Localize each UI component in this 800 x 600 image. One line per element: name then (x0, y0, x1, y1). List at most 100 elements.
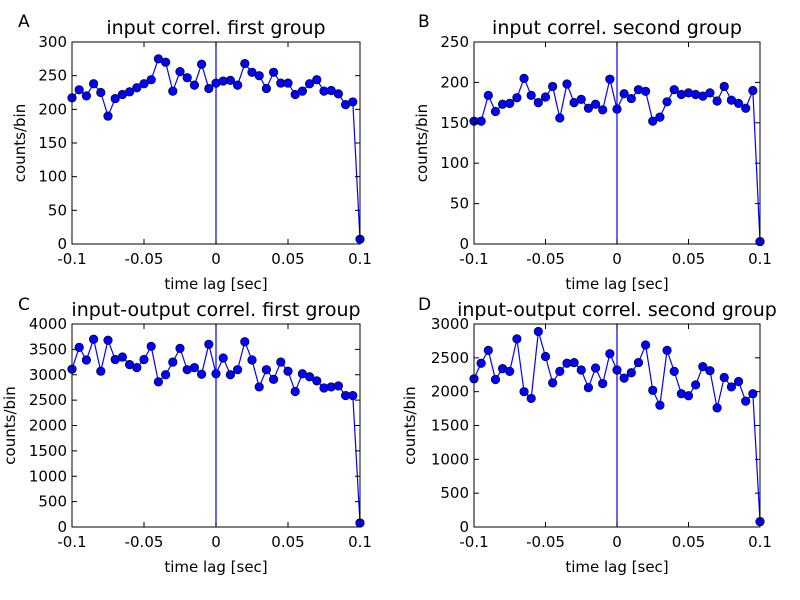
data-point (276, 357, 286, 367)
data-point (748, 85, 758, 96)
data-point (633, 357, 644, 368)
data-point (88, 79, 99, 89)
data-point (348, 390, 358, 401)
data-point (132, 363, 142, 373)
y-tick-label: 0 (459, 518, 469, 536)
data-point (569, 357, 579, 368)
x-tick-label: 0.05 (271, 250, 304, 268)
y-tick-label: 2000 (431, 383, 469, 401)
data-point (305, 372, 315, 382)
x-tick-label: 0 (211, 250, 221, 268)
x-axis-label: time lag [sec] (164, 558, 267, 576)
y-tick-label: 0 (459, 235, 469, 253)
data-point (305, 79, 315, 89)
data-point (540, 351, 551, 362)
data-point (719, 81, 729, 92)
y-tick-label: 150 (38, 134, 67, 152)
data-point (225, 75, 235, 85)
y-tick-label: 250 (440, 33, 469, 51)
y-tick-label: 2000 (29, 417, 67, 435)
data-point (619, 373, 629, 383)
data-point (626, 368, 636, 378)
data-point (132, 83, 142, 93)
y-tick-label: 1000 (431, 450, 469, 468)
data-point (211, 369, 221, 379)
data-point (662, 97, 672, 107)
y-tick-label: 250 (38, 67, 67, 85)
panel-label: A (18, 12, 30, 32)
data-point (269, 374, 279, 384)
data-point (81, 355, 91, 365)
data-point (117, 352, 127, 362)
data-point (74, 85, 84, 95)
x-tick-label: 0.05 (672, 533, 705, 551)
data-point (483, 345, 493, 355)
y-tick-label: 1000 (29, 467, 67, 485)
y-tick-label: 1500 (431, 417, 469, 435)
data-point (476, 358, 486, 368)
data-point (741, 103, 751, 113)
x-tick-label: -0.1 (459, 533, 488, 551)
data-point (490, 106, 501, 117)
data-point (254, 382, 264, 392)
data-point (182, 73, 192, 83)
data-point (576, 365, 586, 375)
panel-label: B (418, 12, 430, 32)
data-point (512, 93, 522, 103)
data-point (103, 111, 113, 121)
y-tick-label: 0 (57, 518, 67, 536)
data-point (218, 353, 228, 363)
y-tick-label: 50 (48, 201, 67, 219)
data-point (548, 81, 558, 92)
data-point (705, 366, 715, 376)
data-point (691, 380, 701, 390)
y-tick-label: 500 (440, 484, 469, 502)
y-tick-label: 3000 (431, 315, 469, 333)
data-point (562, 79, 572, 89)
data-point (96, 87, 106, 98)
data-point (283, 366, 293, 376)
panel-label: C (18, 295, 30, 315)
data-point (748, 389, 758, 399)
x-tick-label: -0.05 (526, 533, 565, 551)
data-point (312, 376, 322, 386)
data-point (261, 365, 272, 375)
y-tick-label: 3500 (29, 340, 67, 358)
data-point (669, 85, 679, 95)
data-point (598, 378, 608, 389)
x-tick-label: 0.1 (748, 250, 772, 268)
data-point (261, 83, 272, 94)
y-tick-label: 4000 (29, 315, 67, 333)
data-point (698, 362, 708, 372)
x-tick-label: 0 (211, 533, 221, 551)
data-point (662, 345, 672, 355)
data-point (612, 365, 622, 375)
data-point (283, 78, 293, 88)
y-axis-label: counts/bin (413, 104, 431, 182)
data-point (512, 334, 522, 344)
data-point (605, 74, 615, 84)
data-point (533, 97, 543, 108)
data-point (540, 92, 551, 102)
data-point (197, 369, 207, 379)
data-point (655, 400, 665, 410)
x-tick-label: 0 (612, 533, 622, 551)
x-axis-label: time lag [sec] (565, 558, 668, 576)
x-tick-label: -0.05 (125, 250, 164, 268)
data-point (490, 374, 501, 385)
y-tick-label: 150 (440, 114, 469, 132)
y-tick-label: 200 (38, 100, 67, 118)
data-point (526, 393, 536, 404)
data-point (146, 341, 156, 351)
x-tick-label: -0.05 (526, 250, 565, 268)
data-point (583, 383, 594, 393)
data-point (88, 334, 99, 344)
data-point (576, 94, 586, 104)
y-tick-label: 50 (450, 195, 469, 213)
data-point (110, 93, 120, 104)
data-point (204, 339, 214, 349)
data-point (476, 116, 486, 126)
y-tick-label: 300 (38, 33, 67, 51)
